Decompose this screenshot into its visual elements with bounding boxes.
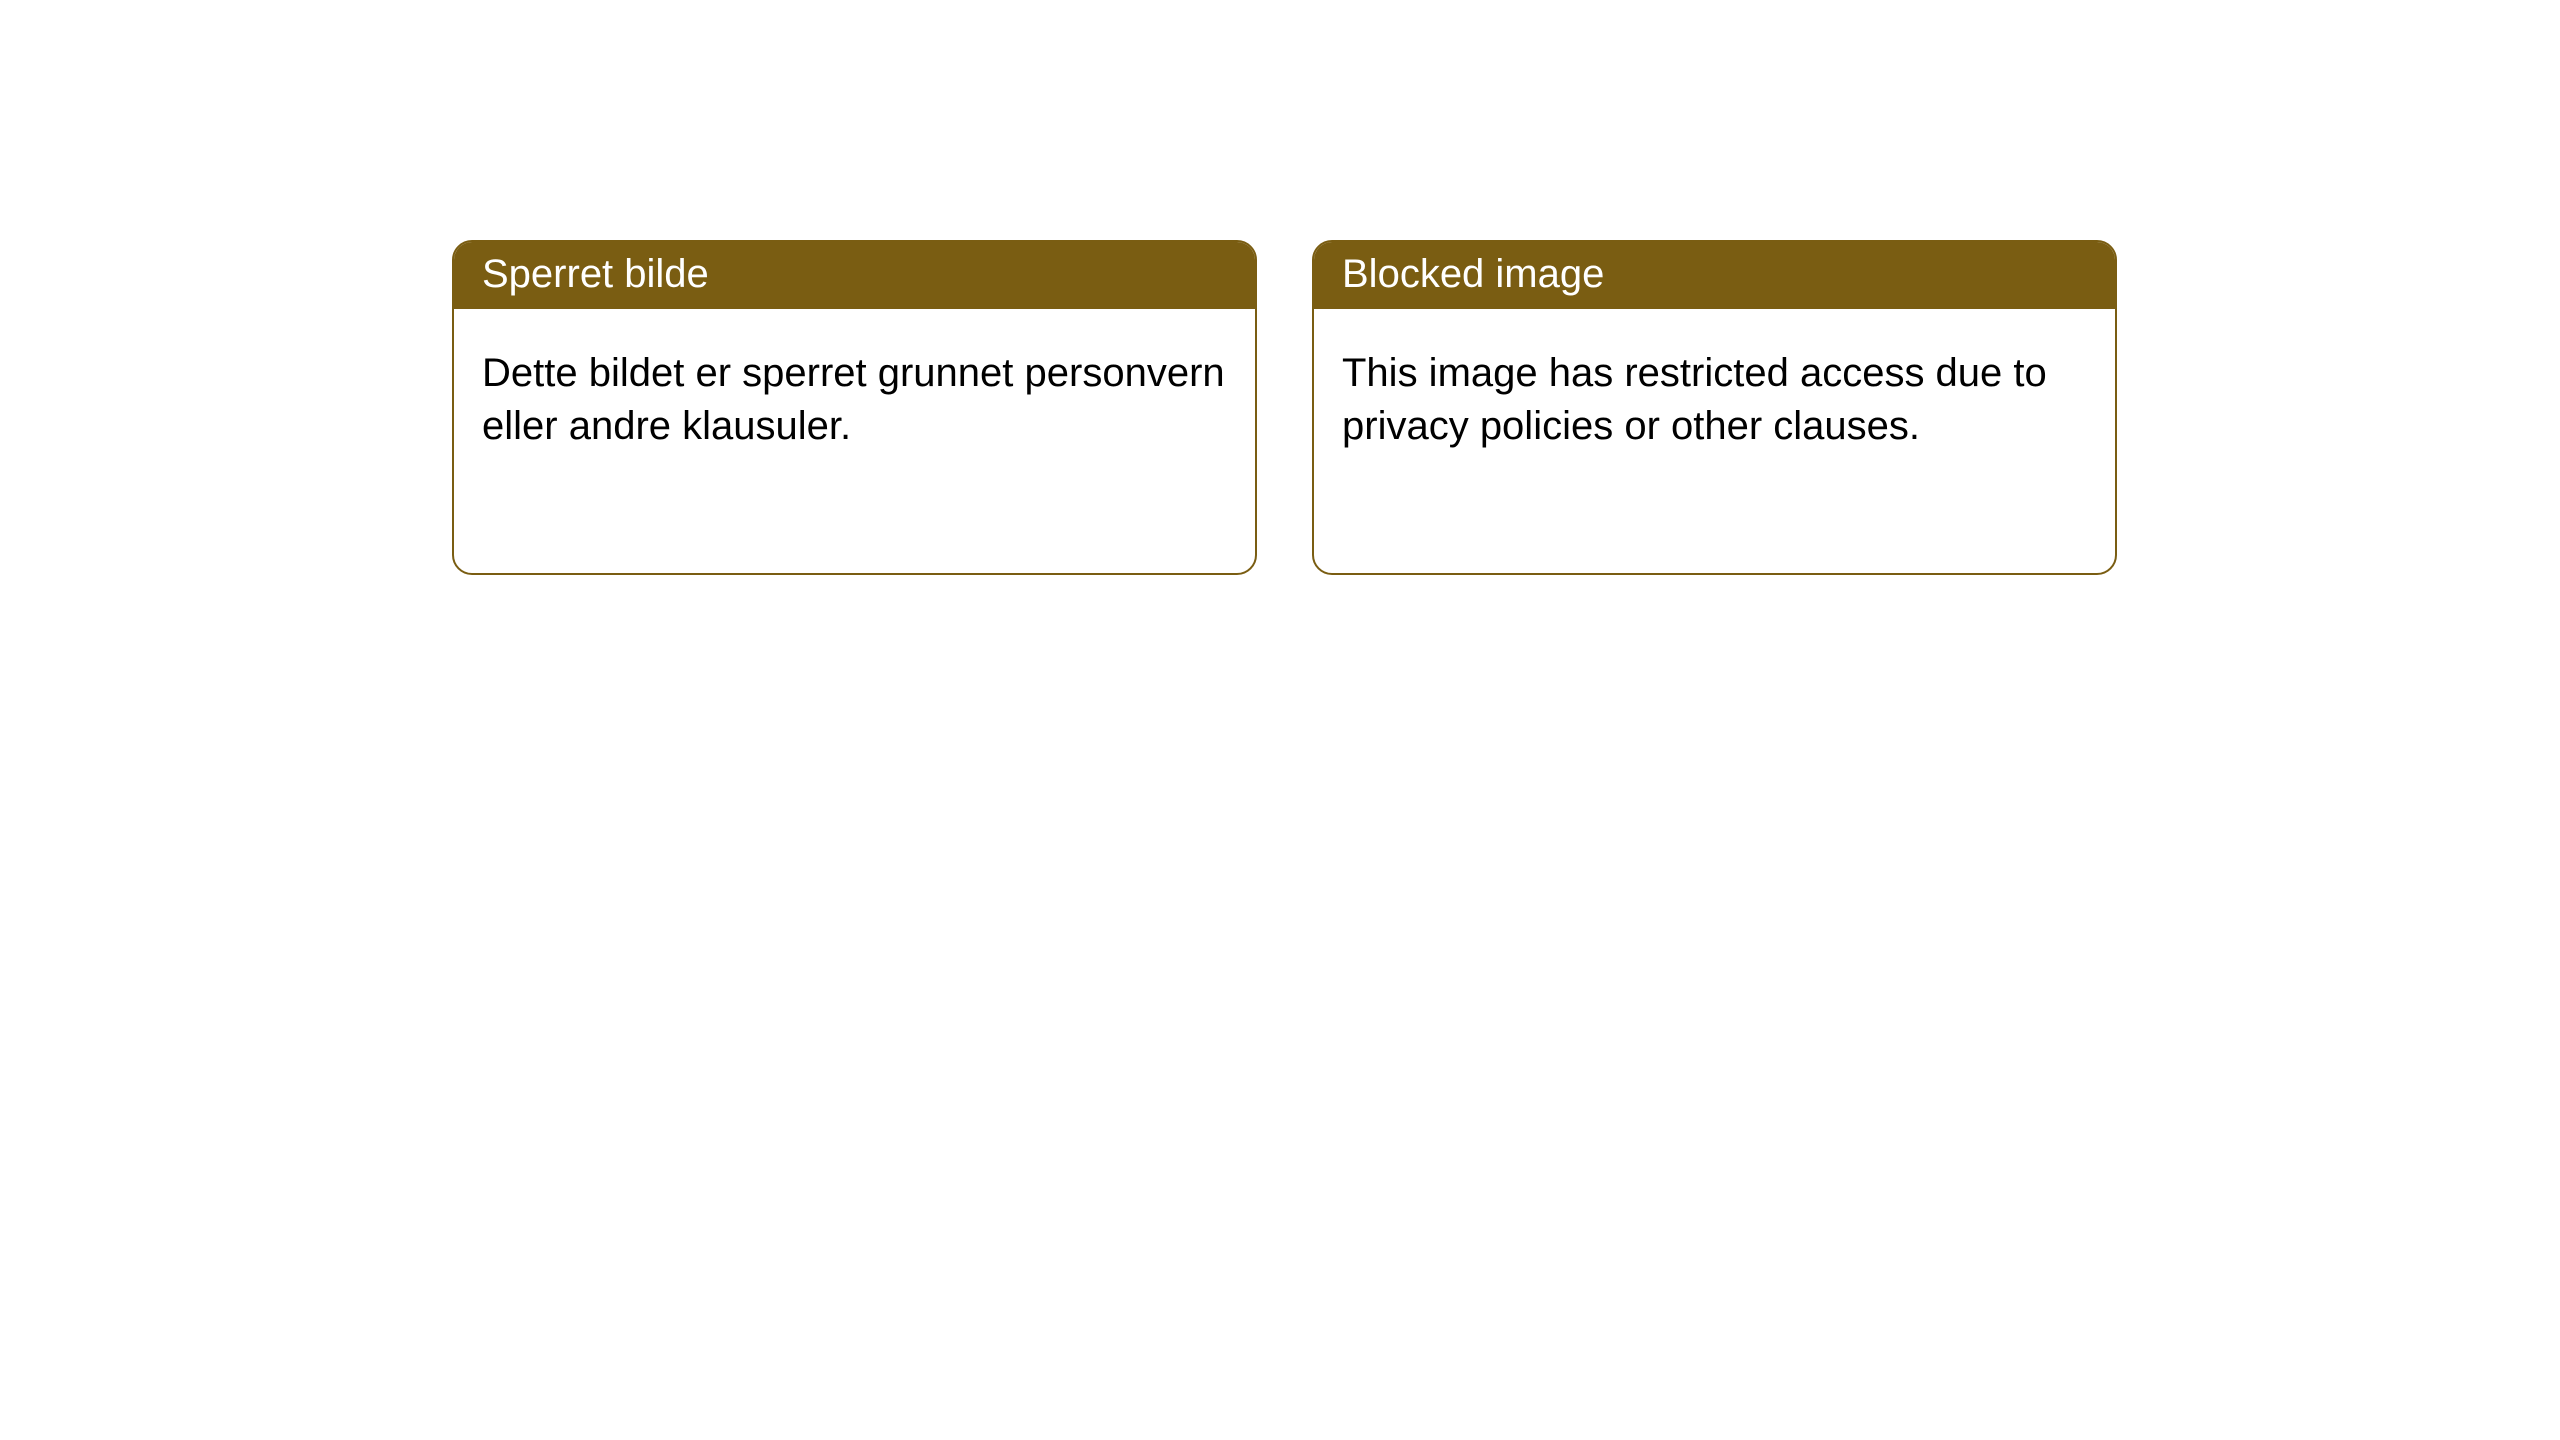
blocked-image-card-english: Blocked image This image has restricted … — [1312, 240, 2117, 575]
card-body-english: This image has restricted access due to … — [1314, 309, 2115, 481]
notice-container: Sperret bilde Dette bildet er sperret gr… — [0, 0, 2560, 575]
blocked-image-card-norwegian: Sperret bilde Dette bildet er sperret gr… — [452, 240, 1257, 575]
card-title-norwegian: Sperret bilde — [454, 242, 1255, 309]
card-body-norwegian: Dette bildet er sperret grunnet personve… — [454, 309, 1255, 481]
card-title-english: Blocked image — [1314, 242, 2115, 309]
